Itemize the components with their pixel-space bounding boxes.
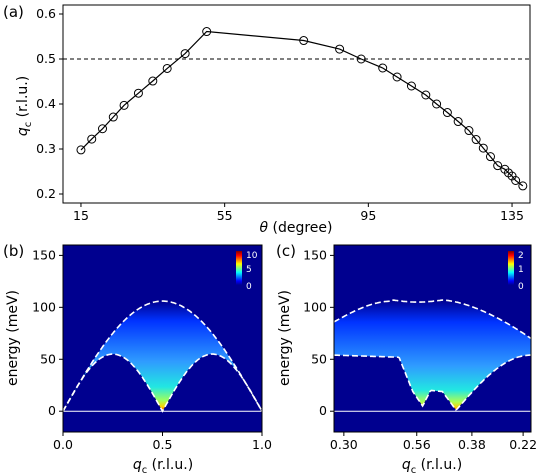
axis-label-symbol: q [133,457,142,473]
spectral-continuum-b [63,301,262,412]
data-point [202,27,212,37]
data-point [471,135,481,145]
axis-label-subscript: c [142,465,148,476]
x-axis-label-c: qc (r.l.u.) [402,457,462,476]
panel-label-a: (a) [3,3,24,21]
x-axis-label-b: qc (r.l.u.) [133,457,193,476]
lower-boundary-b [63,353,262,413]
panel-label-b: (b) [3,242,24,260]
data-point [392,72,402,82]
spectral-continuum-c [334,300,531,410]
y-axis-label-c: energy (meV) [277,290,293,386]
colorbar-tick-b: 5 [246,265,252,275]
y-tick-label-b: 50 [40,351,56,366]
axis-ticks-a: 15 55 95 135 0.2 0.3 0.4 0.5 0.6 [36,6,524,223]
x-axis-label-a: θ (degree) [259,220,332,236]
data-point [432,99,442,109]
axis-label-unit: (degree) [268,220,332,236]
panel-a: (a) 15 55 95 135 0.2 0.3 0.4 0.5 0.6 qc (r.l.u.)… [3,3,531,236]
panel-c: (c) 0 50 100 150 0.30 0.56 0.38 0.22 2 1 0 ener… [276,242,537,476]
axis-label-symbol: q [402,457,411,473]
data-point [148,76,158,86]
data-point [511,176,521,185]
y-tick-label-c: 50 [311,351,327,366]
data-point [162,63,172,73]
y-tick-label-a: 0.5 [36,51,56,66]
plot-frame-c [333,244,532,433]
x-tick-label-a: 55 [217,208,233,223]
data-point [464,126,474,136]
x-tick-label-b: 0.0 [53,437,73,452]
y-tick-label-a: 0.4 [36,96,56,111]
x-tick-label-c: 0.22 [509,437,537,452]
axis-label-unit: (r.l.u.) [147,457,193,473]
colorbar-tick-c: 2 [518,251,524,261]
y-tick-label-c: 0 [319,403,327,418]
x-tick-label-c: 0.56 [403,437,431,452]
y-axis-label-a: qc (r.l.u.) [15,76,34,136]
colorbar-b [236,251,242,285]
upper-boundary-c [334,299,531,340]
lower-boundary-c [334,354,531,411]
data-point [453,117,463,127]
y-axis-label-b: energy (meV) [5,290,21,386]
y-tick-label-a: 0.3 [36,141,56,156]
y-tick-label-b: 0 [48,403,56,418]
data-point [493,161,503,171]
x-tick-label-b: 0.5 [153,437,173,452]
axis-label-unit: (r.l.u.) [416,457,462,473]
colorbar-tick-c: 0 [518,282,524,292]
data-point [485,152,495,162]
data-point [478,143,488,153]
data-point [87,134,97,144]
y-tick-label-b: 150 [32,247,56,262]
data-point [98,124,108,134]
data-points [76,27,528,191]
axis-label-symbol: θ [259,220,268,236]
plot-frame-a [62,4,531,204]
colorbar-tick-b: 10 [246,251,258,261]
data-point [76,145,86,155]
data-point [299,36,309,46]
y-tick-label-b: 100 [32,299,56,314]
data-point [119,100,129,110]
axis-ticks-c: 0 50 100 150 0.30 0.56 0.38 0.22 [303,247,537,452]
data-point [421,90,431,100]
upper-boundary-b [63,300,262,412]
colorbar-tick-c: 1 [518,265,524,275]
x-tick-label-a: 15 [73,208,89,223]
x-tick-label-a: 135 [500,208,524,223]
panel-label-c: (c) [276,242,296,260]
axis-label-subscript: c [23,122,34,128]
y-tick-label-a: 0.6 [36,6,56,21]
colorbar-tick-b: 0 [246,282,252,292]
data-point [108,112,118,122]
data-point [442,108,452,118]
panel-b: (b) 0 50 100 150 0.0 0.5 1.0 10 5 0 energy (me… [3,242,272,476]
colorbar-c [508,251,514,285]
x-tick-label-a: 95 [360,208,376,223]
y-tick-label-c: 100 [303,299,327,314]
axis-label-symbol: q [15,127,31,136]
axis-label-unit: (r.l.u.) [15,76,31,122]
data-point [406,81,416,91]
data-point [335,44,345,54]
x-tick-label-c: 0.30 [330,437,358,452]
data-point [356,54,366,64]
x-tick-label-b: 1.0 [252,437,272,452]
y-tick-label-c: 150 [303,247,327,262]
data-line [80,30,524,187]
axis-label-subscript: c [411,465,417,476]
data-point [518,181,528,191]
x-tick-label-c: 0.38 [458,437,486,452]
data-point [180,49,190,59]
data-point [378,63,388,73]
y-tick-label-a: 0.2 [36,186,56,201]
data-point [133,88,143,98]
